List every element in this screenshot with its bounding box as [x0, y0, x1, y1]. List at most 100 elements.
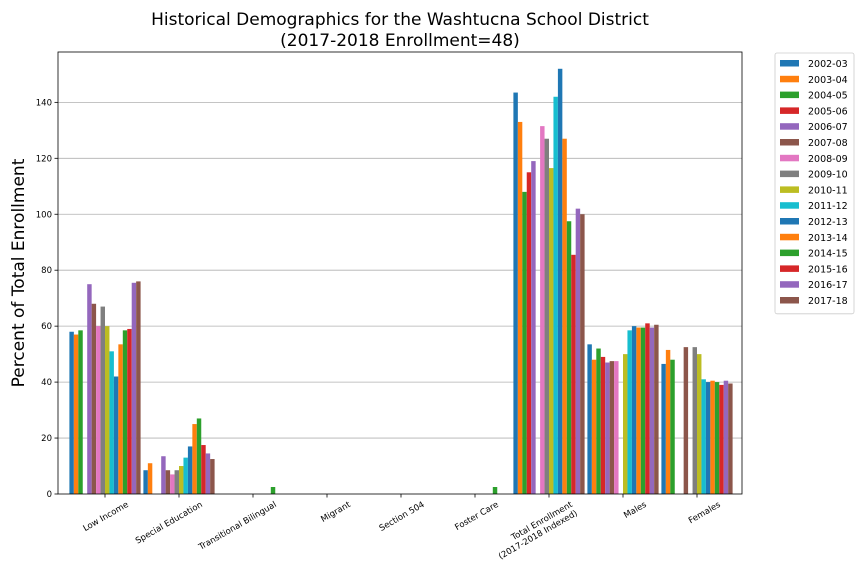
- legend-label: 2015-16: [808, 264, 848, 275]
- bar-2004-05-8: [670, 359, 675, 494]
- legend-swatch: [780, 170, 799, 178]
- legend-swatch: [780, 297, 799, 304]
- bar-2013-14-0: [118, 344, 123, 494]
- bar-2015-16-7: [645, 323, 650, 494]
- legend-label: 2005-06: [808, 106, 848, 117]
- legend-label: 2002-03: [808, 59, 848, 70]
- bar-2008-09-0: [96, 326, 101, 494]
- bar-2016-17-8: [723, 380, 729, 494]
- bar-2010-11-8: [697, 354, 702, 494]
- legend-swatch: [780, 60, 799, 67]
- y-tick-label: 60: [41, 322, 52, 332]
- bar-2006-07-6: [531, 161, 536, 495]
- bar-2003-04-1: [147, 463, 153, 494]
- legend-swatch: [780, 281, 799, 288]
- legend-label: 2006-07: [808, 122, 848, 133]
- bar-2007-08-1: [165, 470, 171, 494]
- x-tick-label-line: Males: [622, 500, 649, 521]
- grid-lines: [58, 101, 742, 439]
- y-tick-label: 40: [41, 378, 52, 388]
- x-tick-label: Migrant: [319, 500, 353, 525]
- bar-2005-06-7: [600, 356, 606, 494]
- bar-2013-14-8: [710, 380, 715, 494]
- x-tick-label: Low Income: [82, 500, 131, 534]
- x-tick-label: Special Education: [134, 500, 205, 546]
- bar-2010-11-7: [623, 354, 628, 494]
- legend-swatch: [780, 154, 799, 162]
- bar-2010-11-0: [105, 326, 110, 494]
- bar-2014-15-6: [566, 221, 572, 495]
- chart-title-line2: (2017-2018 Enrollment=48): [280, 31, 520, 51]
- legend-label: 2008-09: [808, 154, 848, 165]
- bar-2009-10-8: [692, 347, 697, 494]
- legend-label: 2003-04: [808, 75, 848, 86]
- bar-2007-08-7: [609, 361, 615, 494]
- x-tick-label-line: Special Education: [134, 500, 205, 546]
- legend-swatch: [780, 107, 799, 114]
- legend-swatch: [780, 249, 799, 257]
- bar-2006-07-1: [161, 456, 166, 494]
- bar-2017-18-6: [580, 214, 585, 494]
- bar-2016-17-0: [131, 282, 137, 494]
- bar-2011-12-7: [627, 330, 632, 494]
- bar-2011-12-8: [701, 379, 706, 494]
- legend-label: 2009-10: [808, 170, 848, 181]
- x-tick-label-line: Section 504: [378, 500, 427, 534]
- bar-2010-11-1: [179, 466, 184, 494]
- y-tick-label: 20: [41, 434, 52, 444]
- bars-group: [69, 68, 733, 495]
- bar-2017-18-0: [136, 281, 141, 494]
- legend-label: 2004-05: [808, 91, 848, 102]
- bar-2008-09-6: [540, 126, 545, 495]
- legend-label: 2014-15: [808, 249, 848, 260]
- bar-2016-17-6: [575, 208, 581, 494]
- bar-2003-04-6: [517, 121, 523, 494]
- x-tick-label-line: Migrant: [319, 500, 353, 525]
- bar-2011-12-0: [109, 351, 114, 494]
- bar-2008-09-1: [170, 474, 175, 494]
- bar-2010-11-6: [549, 168, 554, 494]
- legend-label: 2010-11: [808, 185, 848, 196]
- legend-swatch: [780, 75, 799, 83]
- bar-2003-04-7: [591, 359, 597, 494]
- bar-2002-03-0: [69, 331, 74, 494]
- bar-2011-12-1: [183, 457, 188, 494]
- bar-2014-15-1: [196, 418, 202, 494]
- chart-title-line1: Historical Demographics for the Washtucn…: [151, 10, 649, 30]
- bar-2009-10-1: [174, 470, 179, 494]
- x-tick-label-line: Low Income: [82, 500, 131, 534]
- bar-2012-13-1: [187, 446, 193, 494]
- bar-2004-05-7: [596, 348, 601, 494]
- bar-2012-13-8: [705, 382, 711, 494]
- y-axis-label: Percent of Total Enrollment: [9, 158, 29, 387]
- legend-label: 2011-12: [808, 201, 848, 212]
- bar-2003-04-8: [665, 349, 671, 494]
- bar-2014-15-2: [270, 487, 276, 494]
- bar-2013-14-1: [192, 424, 197, 494]
- bar-2009-10-6: [544, 138, 549, 495]
- bar-2014-15-5: [492, 487, 498, 494]
- bar-2017-18-1: [210, 459, 215, 494]
- x-axis-ticks: Low Income Special EducationTransitional …: [82, 494, 723, 562]
- y-tick-label: 140: [36, 98, 52, 108]
- legend-label: 2016-17: [808, 280, 848, 291]
- bar-2017-18-7: [654, 324, 659, 494]
- bar-2004-05-0: [78, 330, 83, 494]
- bar-2012-13-6: [557, 68, 563, 494]
- bar-2013-14-6: [562, 138, 567, 495]
- bar-2015-16-8: [719, 384, 724, 494]
- bar-2002-03-7: [587, 344, 592, 494]
- y-tick-label: 0: [47, 490, 52, 500]
- legend-label: 2012-13: [808, 217, 848, 228]
- y-tick-label: 80: [41, 266, 52, 276]
- legend-swatch: [780, 218, 799, 225]
- y-axis-ticks: 0 20 40 60 80 100 120 140: [36, 98, 58, 500]
- legend: 2002-03 2003-04 2004-05 2005-06 2006-07 2007-…: [774, 52, 855, 315]
- legend-swatch: [780, 139, 799, 146]
- bar-2009-10-0: [100, 306, 105, 494]
- x-tick-label-line: Transitional Bilingual: [196, 500, 278, 553]
- x-tick-label: Section 504: [378, 500, 427, 534]
- x-tick-label: Females: [687, 500, 723, 527]
- x-tick-label: Males: [622, 500, 649, 521]
- bar-2007-08-0: [91, 303, 97, 494]
